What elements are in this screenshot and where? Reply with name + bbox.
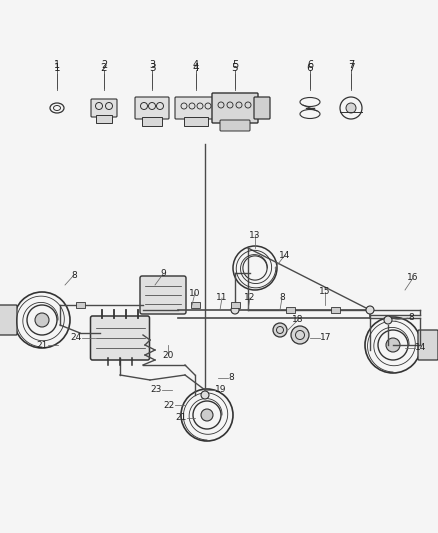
Text: 19: 19	[215, 385, 226, 394]
Text: 3: 3	[148, 63, 155, 73]
Text: 24: 24	[71, 334, 82, 343]
Text: 5: 5	[232, 60, 238, 70]
Text: 8: 8	[279, 294, 285, 303]
FancyBboxPatch shape	[91, 99, 117, 117]
FancyBboxPatch shape	[140, 276, 186, 314]
Circle shape	[384, 316, 392, 324]
FancyBboxPatch shape	[175, 97, 217, 119]
Text: 21: 21	[37, 341, 48, 350]
Text: 5: 5	[232, 63, 238, 73]
Text: 23: 23	[151, 385, 162, 394]
Circle shape	[386, 338, 400, 352]
Bar	[184, 117, 208, 126]
FancyBboxPatch shape	[220, 120, 250, 131]
FancyBboxPatch shape	[91, 316, 149, 360]
Text: 3: 3	[149, 60, 155, 70]
Circle shape	[201, 409, 213, 421]
Text: 14: 14	[415, 343, 426, 352]
Circle shape	[35, 313, 49, 327]
Bar	[142, 117, 162, 126]
Text: 16: 16	[407, 273, 419, 282]
Circle shape	[366, 306, 374, 314]
FancyBboxPatch shape	[135, 97, 169, 119]
Text: 2: 2	[101, 60, 107, 70]
Circle shape	[273, 323, 287, 337]
Text: 1: 1	[54, 60, 60, 70]
Bar	[331, 307, 339, 313]
Circle shape	[201, 391, 209, 399]
Text: 4: 4	[193, 63, 199, 73]
Text: 15: 15	[319, 287, 331, 296]
Text: 21: 21	[176, 414, 187, 423]
Text: 1: 1	[54, 63, 60, 73]
FancyBboxPatch shape	[212, 93, 258, 123]
Text: 22: 22	[164, 400, 175, 409]
Text: 8: 8	[408, 313, 414, 322]
Text: 7: 7	[348, 60, 354, 70]
Text: 17: 17	[320, 334, 332, 343]
Bar	[96, 115, 112, 123]
Text: 12: 12	[244, 294, 256, 303]
Circle shape	[346, 103, 356, 113]
Circle shape	[291, 326, 309, 344]
Bar	[286, 307, 294, 313]
Text: 18: 18	[292, 316, 304, 325]
Text: 8: 8	[228, 374, 234, 383]
Bar	[230, 302, 240, 308]
Text: 13: 13	[249, 230, 261, 239]
Text: 8: 8	[71, 271, 77, 279]
Text: 2: 2	[101, 63, 107, 73]
FancyBboxPatch shape	[418, 330, 438, 360]
FancyBboxPatch shape	[254, 97, 270, 119]
Text: 6: 6	[307, 63, 313, 73]
Text: 6: 6	[307, 60, 313, 70]
Bar	[75, 302, 85, 308]
Text: 11: 11	[216, 294, 228, 303]
Text: 4: 4	[193, 60, 199, 70]
Circle shape	[231, 306, 239, 314]
Text: 7: 7	[348, 63, 354, 73]
Bar	[191, 302, 199, 308]
Text: 10: 10	[189, 288, 201, 297]
FancyBboxPatch shape	[0, 305, 17, 335]
Text: 9: 9	[160, 270, 166, 279]
Text: 20: 20	[162, 351, 174, 359]
Text: 14: 14	[279, 251, 291, 260]
